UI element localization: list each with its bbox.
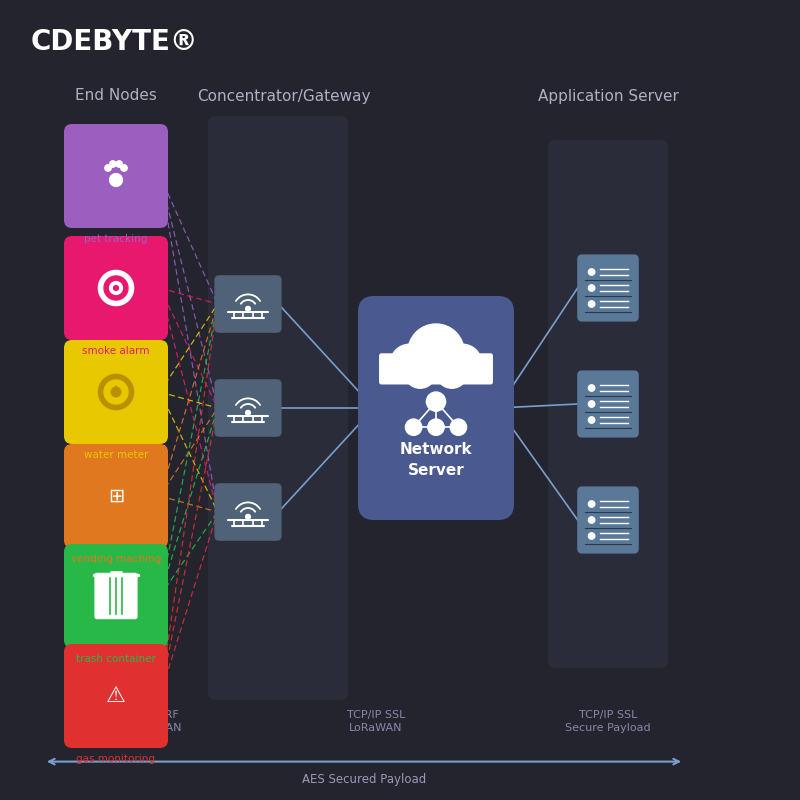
Text: 3G/
Ethernet
Backhaul: 3G/ Ethernet Backhaul — [370, 340, 424, 387]
Circle shape — [121, 165, 127, 171]
FancyBboxPatch shape — [64, 124, 168, 228]
Text: smoke alarm: smoke alarm — [82, 346, 150, 357]
Text: TCP/IP SSL
Secure Payload: TCP/IP SSL Secure Payload — [565, 710, 651, 733]
Text: End Nodes: End Nodes — [75, 89, 157, 103]
FancyBboxPatch shape — [208, 116, 348, 700]
Circle shape — [588, 385, 595, 391]
FancyBboxPatch shape — [214, 379, 282, 437]
Circle shape — [450, 419, 466, 435]
Text: TCP/IP SSL
LoRaWAN: TCP/IP SSL LoRaWAN — [347, 710, 405, 733]
Text: AES Secured Payload: AES Secured Payload — [302, 773, 426, 786]
Circle shape — [443, 344, 482, 383]
Circle shape — [110, 161, 116, 167]
Circle shape — [428, 419, 444, 435]
FancyBboxPatch shape — [578, 486, 638, 554]
FancyBboxPatch shape — [64, 644, 168, 748]
Circle shape — [588, 301, 595, 307]
Circle shape — [426, 392, 446, 411]
Text: vending maching: vending maching — [71, 554, 161, 565]
Circle shape — [588, 417, 595, 423]
Circle shape — [116, 161, 122, 167]
Circle shape — [98, 374, 134, 410]
FancyBboxPatch shape — [548, 140, 668, 668]
FancyBboxPatch shape — [214, 275, 282, 333]
FancyBboxPatch shape — [64, 340, 168, 444]
Circle shape — [98, 270, 134, 306]
Circle shape — [246, 514, 250, 519]
Text: LoRa RF
LoRaWAN: LoRa RF LoRaWAN — [130, 710, 182, 733]
Circle shape — [104, 276, 128, 300]
Circle shape — [406, 419, 422, 435]
Circle shape — [104, 380, 128, 404]
Circle shape — [588, 517, 595, 523]
Circle shape — [246, 306, 250, 311]
Text: Concentrator/Gateway: Concentrator/Gateway — [198, 89, 370, 103]
Circle shape — [588, 401, 595, 407]
Text: gas monitoring: gas monitoring — [77, 754, 155, 765]
Text: ⊞: ⊞ — [108, 486, 124, 506]
Circle shape — [390, 344, 429, 383]
Circle shape — [588, 533, 595, 539]
Circle shape — [105, 165, 111, 171]
Text: pet tracking: pet tracking — [84, 234, 148, 245]
Circle shape — [114, 286, 118, 290]
FancyBboxPatch shape — [379, 354, 493, 385]
Circle shape — [110, 282, 122, 294]
Text: water meter: water meter — [84, 450, 148, 460]
FancyBboxPatch shape — [94, 573, 138, 619]
Text: Application Server: Application Server — [538, 89, 678, 103]
Circle shape — [111, 387, 121, 397]
Circle shape — [408, 324, 464, 380]
Circle shape — [436, 357, 468, 388]
Circle shape — [110, 174, 122, 186]
Circle shape — [588, 501, 595, 507]
Circle shape — [588, 285, 595, 291]
FancyBboxPatch shape — [214, 483, 282, 541]
FancyBboxPatch shape — [64, 236, 168, 340]
Circle shape — [588, 269, 595, 275]
Text: Network
Server: Network Server — [400, 442, 472, 478]
Text: trash container: trash container — [76, 654, 156, 664]
Circle shape — [404, 357, 436, 388]
Circle shape — [246, 410, 250, 415]
FancyBboxPatch shape — [578, 254, 638, 322]
FancyBboxPatch shape — [578, 370, 638, 438]
Text: ⚠: ⚠ — [106, 686, 126, 706]
Text: CDEBYTE®: CDEBYTE® — [30, 28, 198, 56]
FancyBboxPatch shape — [64, 444, 168, 548]
FancyBboxPatch shape — [64, 544, 168, 648]
FancyBboxPatch shape — [358, 296, 514, 520]
